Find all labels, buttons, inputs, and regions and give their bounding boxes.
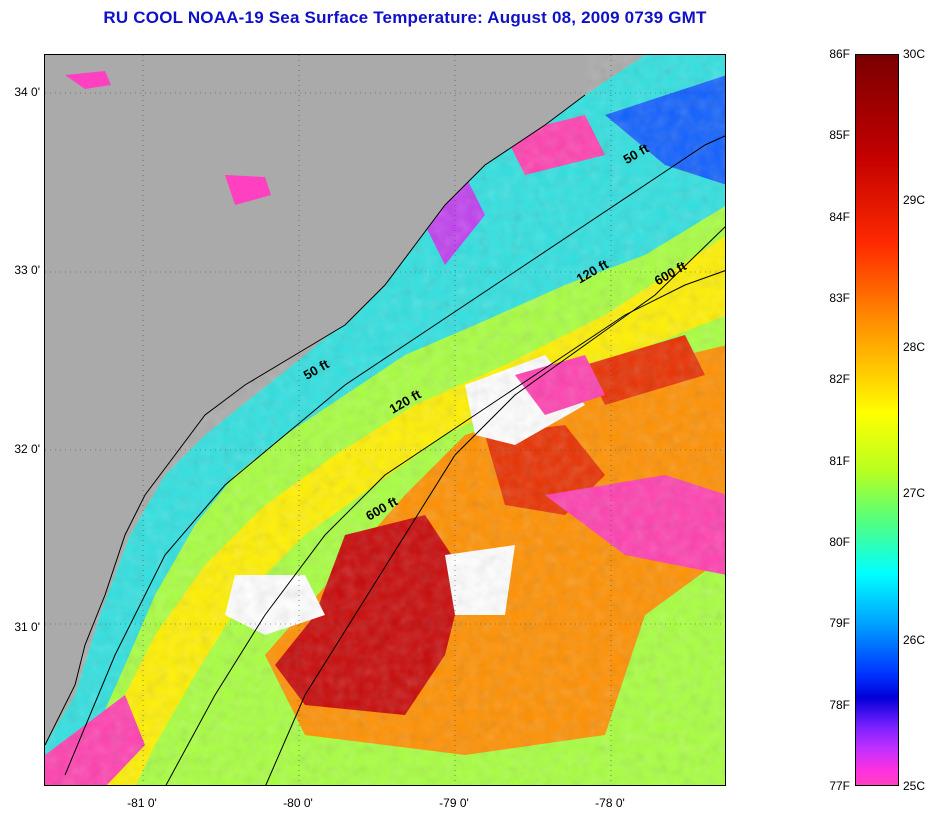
colorbar-f-label: 80F	[829, 535, 850, 549]
colorbar-f-label: 77F	[829, 779, 850, 793]
colorbar-f-label: 85F	[829, 128, 850, 143]
inland-patch-2	[225, 175, 271, 205]
colorbar-f-label: 78F	[829, 697, 850, 712]
inland-patch-1	[65, 71, 111, 89]
colorbar-c-label: 29C	[903, 193, 926, 208]
colorbar-c-label: 25C	[903, 779, 926, 793]
colorbar-c-label: 26C	[903, 632, 926, 647]
latitude-label: 31 0'	[14, 619, 40, 634]
latitude-label: 33 0'	[14, 263, 40, 278]
latitude-label: 34 0'	[14, 85, 40, 99]
longitude-label: -80 0'	[283, 796, 313, 810]
colorbar-f-label: 79F	[829, 616, 850, 631]
longitude-label: -78 0'	[595, 796, 625, 810]
longitude-label: -81 0'	[127, 796, 157, 810]
isobath-120ft	[165, 270, 725, 785]
land-mass	[45, 55, 585, 745]
colorbar-f-label: 86F	[829, 47, 850, 61]
isobath-50ft	[64, 135, 725, 776]
temperature-colorbar	[855, 54, 899, 786]
colorbar-f-label: 83F	[829, 291, 850, 305]
longitude-label: -79 0'	[439, 796, 469, 810]
colorbar-c-label: 27C	[903, 486, 926, 501]
graticule	[45, 55, 725, 785]
colorbar-f-label: 81F	[829, 453, 850, 468]
coastline	[45, 94, 586, 746]
colorbar-f-label: 82F	[829, 372, 850, 387]
sst-map[interactable]: 50 ft 120 ft 600 ft 50 ft 120 ft 600 ft	[44, 54, 726, 786]
map-title: RU COOL NOAA-19 Sea Surface Temperature:…	[103, 8, 707, 27]
colorbar-c-label: 28C	[903, 339, 926, 354]
latitude-label: 32 0'	[14, 441, 40, 456]
colorbar-f-label: 84F	[829, 209, 850, 224]
colorbar-c-label: 30C	[903, 47, 926, 61]
